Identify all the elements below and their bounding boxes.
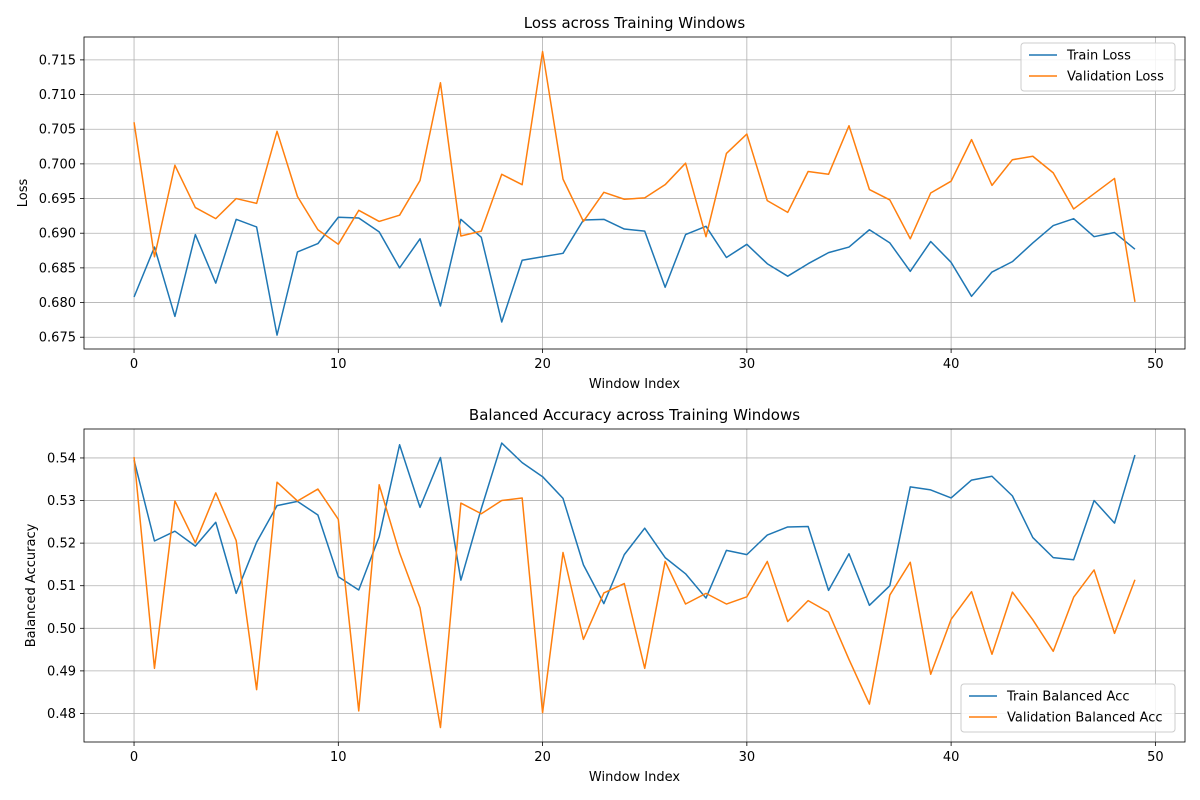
y-tick-label: 0.685: [39, 261, 76, 276]
x-tick-label: 0: [130, 750, 138, 765]
chart-title: Loss across Training Windows: [524, 14, 746, 32]
y-tick-label: 0.51: [47, 579, 76, 594]
y-tick-label: 0.48: [47, 707, 76, 722]
x-tick-label: 20: [534, 357, 551, 372]
series-line-2: [133, 50, 1136, 302]
chart-panel-1: 0 10 20 30 40 50 0.675 0.680 0.685 0.690 0.695 0.70…: [16, 14, 1186, 392]
x-tick-label: 50: [1147, 750, 1164, 765]
legend: Train Loss Validation Loss: [1020, 42, 1176, 92]
series-line-1: [133, 216, 1136, 336]
x-tick-label: 50: [1147, 357, 1164, 372]
x-tick-label: 30: [739, 750, 756, 765]
legend-box: [960, 683, 1176, 733]
legend: Train Balanced Acc Validation Balanced Ac…: [960, 683, 1176, 733]
x-axis-label: Window Index: [589, 377, 680, 392]
y-tick-label: 0.705: [39, 123, 76, 138]
x-tick-label: 10: [330, 357, 347, 372]
series-line-2: [133, 457, 1136, 729]
x-axis-label: Window Index: [589, 770, 680, 785]
y-tick-label: 0.50: [47, 622, 76, 637]
x-tick-label: 10: [330, 750, 347, 765]
chart-title: Balanced Accuracy across Training Window…: [469, 406, 800, 424]
x-tick-label: 40: [943, 357, 960, 372]
grid: [84, 37, 1185, 349]
y-tick-label: 0.49: [47, 664, 76, 679]
y-tick-label: 0.52: [47, 537, 76, 552]
y-tick-label: 0.710: [39, 88, 76, 103]
x-tick-label: 20: [534, 750, 551, 765]
y-tick-label: 0.53: [47, 494, 76, 509]
y-tick-label: 0.675: [39, 331, 76, 346]
legend-label: Train Loss: [1066, 49, 1131, 64]
y-tick-label: 0.690: [39, 227, 76, 242]
legend-box: [1020, 42, 1176, 92]
legend-label: Validation Balanced Acc: [1007, 711, 1163, 726]
legend-label: Validation Loss: [1067, 70, 1164, 85]
x-tick-label: 40: [943, 750, 960, 765]
y-axis-label: Loss: [16, 179, 31, 208]
x-tick-label: 30: [739, 357, 756, 372]
chart-panel-2: 0 10 20 30 40 50 0.48 0.49 0.50 0.51 0.52 0.53 0.54 B…: [24, 406, 1186, 785]
y-tick-label: 0.54: [47, 451, 76, 466]
y-axis-label: Balanced Accuracy: [24, 523, 39, 647]
x-tick-label: 0: [130, 357, 138, 372]
y-tick-label: 0.680: [39, 296, 76, 311]
y-tick-label: 0.715: [39, 53, 76, 68]
legend-label: Train Balanced Acc: [1006, 690, 1130, 705]
y-tick-label: 0.700: [39, 157, 76, 172]
y-tick-label: 0.695: [39, 192, 76, 207]
plot-frame: [83, 36, 1186, 350]
series-line-1: [133, 442, 1136, 607]
